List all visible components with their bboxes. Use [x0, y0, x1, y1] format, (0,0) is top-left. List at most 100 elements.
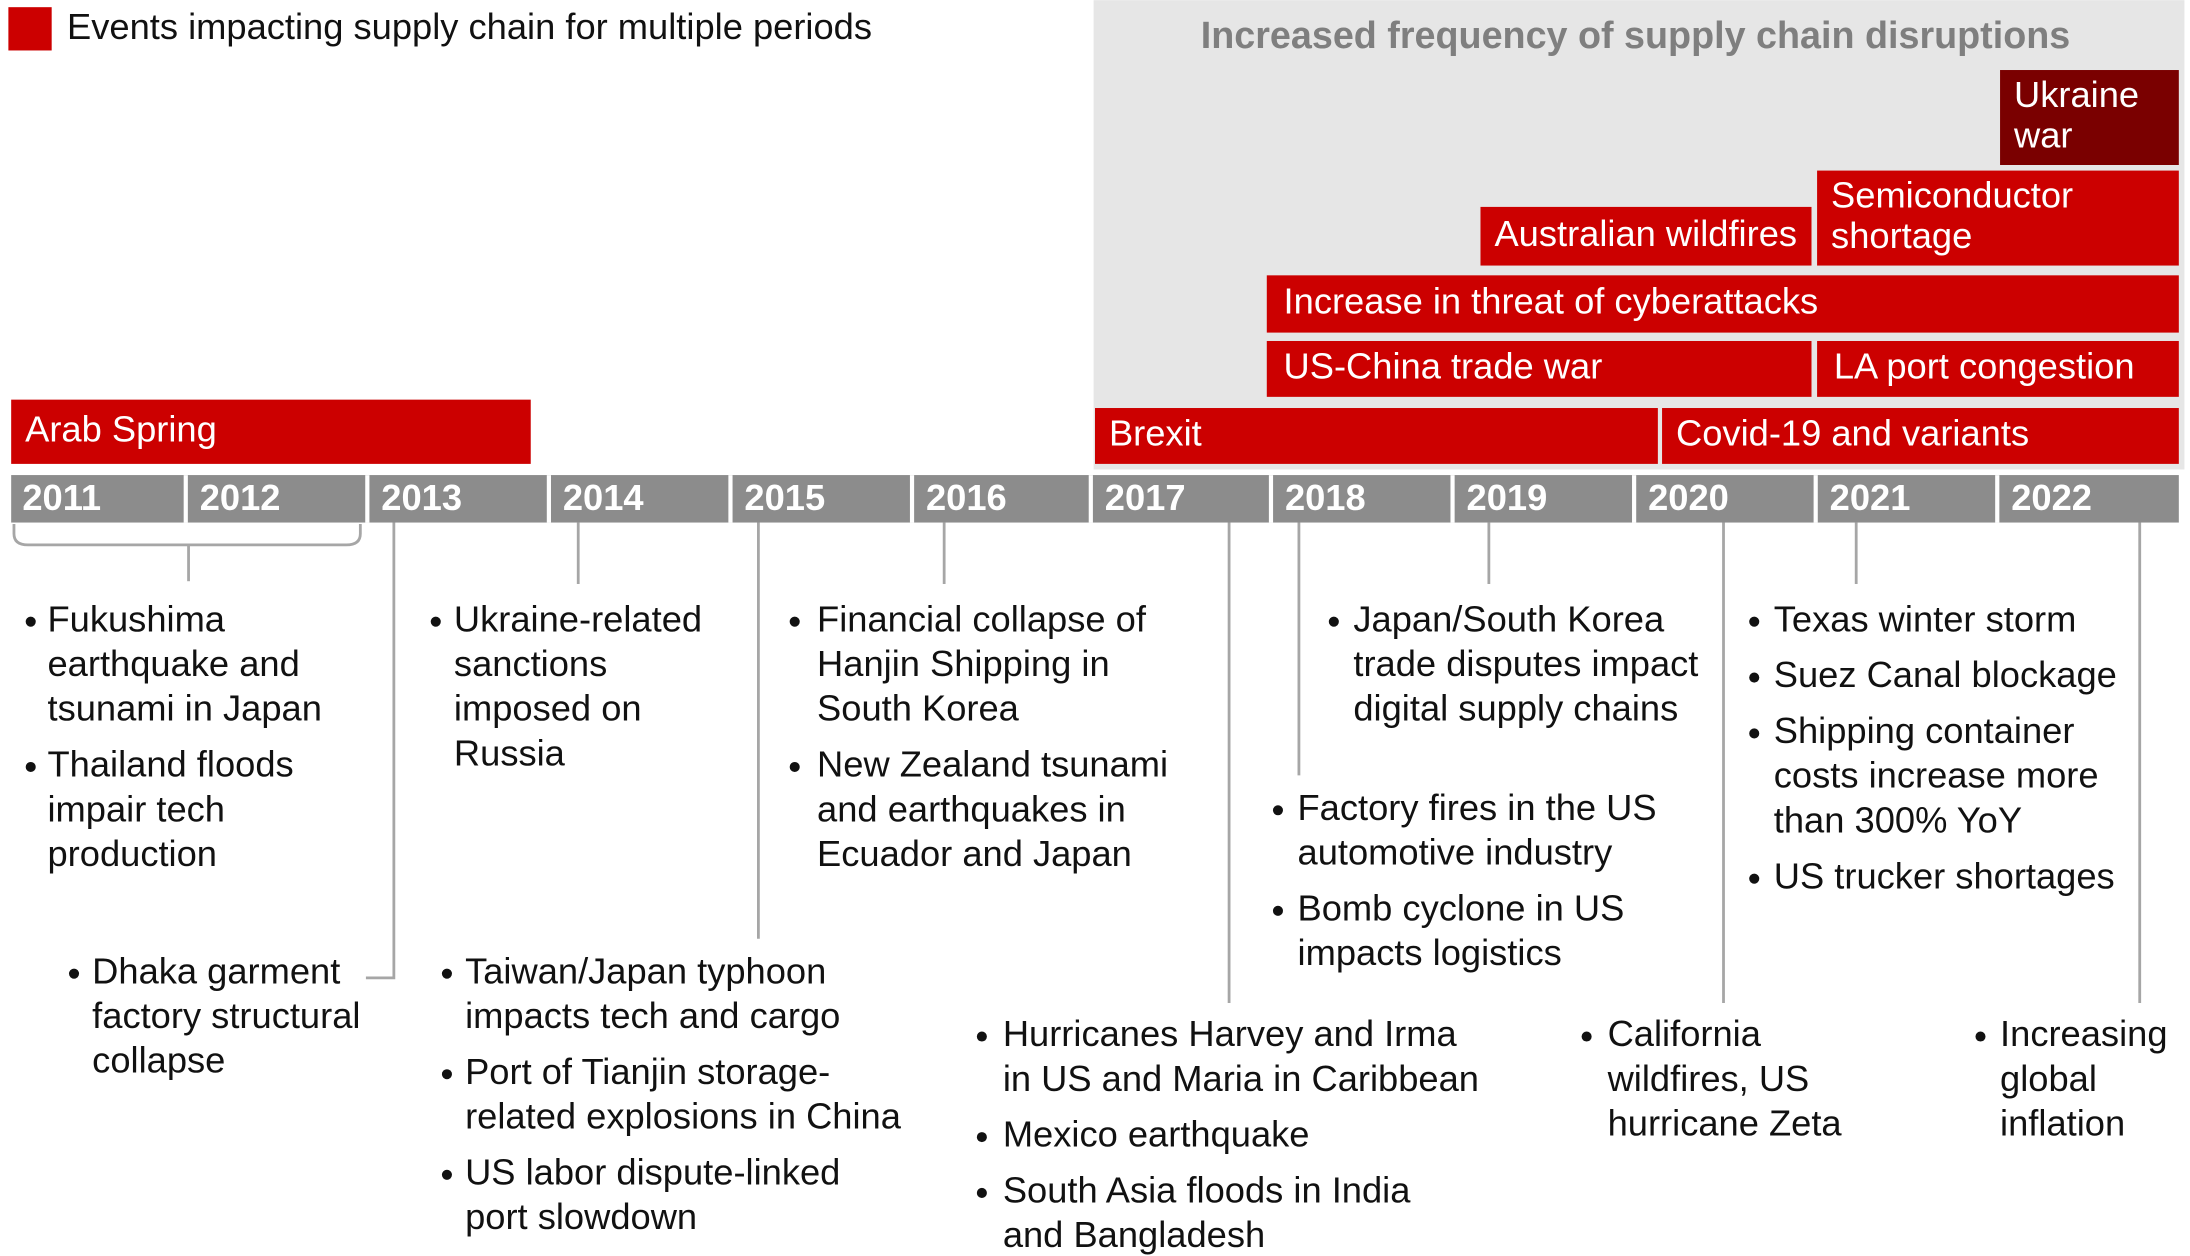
event-text: Financial collapse of [817, 598, 1147, 639]
year-label: 2017 [1105, 477, 1186, 518]
bar-label: Arab Spring [25, 408, 217, 449]
event-text: Shipping container [1774, 710, 2075, 751]
year-label: 2016 [926, 477, 1007, 518]
event-text: Port of Tianjin storage- [465, 1051, 830, 1092]
event-text: related explosions in China [465, 1096, 902, 1137]
banner-title: Increased frequency of supply chain disr… [1201, 14, 2070, 56]
event-text: port slowdown [465, 1196, 697, 1237]
bullet [441, 1169, 452, 1180]
bullet [976, 1031, 987, 1042]
bullet [1581, 1031, 1592, 1042]
bar-label: Australian wildfires [1494, 213, 1797, 254]
bullet [976, 1132, 987, 1143]
bullet [976, 1187, 987, 1198]
bullet [1749, 672, 1760, 683]
event-text: hurricane Zeta [1608, 1103, 1843, 1144]
event-text: Fukushima [47, 598, 225, 639]
event-text: automotive industry [1298, 832, 1614, 873]
event-text: in US and Maria in Caribbean [1003, 1058, 1479, 1099]
event-text: digital supply chains [1353, 688, 1678, 729]
event-text: impacts logistics [1298, 932, 1562, 973]
event-text: and earthquakes in [817, 788, 1126, 829]
connector [365, 522, 396, 980]
year-label: 2011 [22, 477, 101, 518]
event-text: costs increase more [1774, 755, 2099, 796]
event-text: Bomb cyclone in US [1298, 887, 1625, 928]
event-text: Russia [454, 732, 566, 773]
bullet [1272, 905, 1283, 916]
event-text: earthquake and [47, 643, 299, 684]
bullet [430, 616, 441, 627]
event-bar [1480, 206, 1812, 266]
bullet [441, 1069, 452, 1080]
bullet [1749, 873, 1760, 884]
bullet [789, 761, 800, 772]
bar-label: Covid-19 and variants [1676, 413, 2029, 454]
event-text: sanctions [454, 643, 607, 684]
event-text: Hanjin Shipping in [817, 643, 1110, 684]
event-text: production [47, 833, 217, 874]
event-text: Dhaka garment [92, 950, 340, 991]
event-text: Thailand floods [47, 744, 293, 785]
legend-label: Events impacting supply chain for multip… [67, 6, 872, 47]
bullet [1749, 616, 1760, 627]
event-text: Ukraine-related [454, 598, 702, 639]
event-text: Mexico earthquake [1003, 1114, 1310, 1155]
year-label: 2020 [1648, 477, 1729, 518]
year-label: 2014 [563, 477, 644, 518]
bar-label: LA port congestion [1834, 346, 2135, 387]
event-text: California [1608, 1013, 1762, 1054]
event-text: Suez Canal blockage [1774, 654, 2117, 695]
year-label: 2013 [381, 477, 462, 518]
bullet [789, 616, 800, 627]
event-bar [1095, 408, 1658, 464]
bullet [25, 761, 36, 772]
bullet [68, 968, 80, 979]
event-bar [2000, 70, 2179, 165]
year-label: 2015 [744, 477, 825, 518]
bullet [1749, 728, 1760, 739]
year-label: 2021 [1830, 477, 1911, 518]
event-text: Ecuador and Japan [817, 833, 1132, 874]
year-label: 2019 [1467, 477, 1548, 518]
event-text: Increasing [2000, 1013, 2167, 1054]
event-text: Texas winter storm [1774, 598, 2077, 639]
event-text: New Zealand tsunami [817, 744, 1168, 785]
event-text: South Asia floods in India [1003, 1170, 1411, 1211]
event-text: US labor dispute-linked [465, 1151, 840, 1192]
bracket [12, 523, 362, 547]
event-bar [11, 399, 531, 464]
bullet [25, 616, 36, 627]
event-bar [1817, 170, 2179, 266]
event-text: tsunami in Japan [47, 688, 321, 729]
event-text: collapse [92, 1040, 225, 1081]
event-text: global [2000, 1058, 2097, 1099]
event-text: impair tech [47, 788, 225, 829]
bullet [1328, 616, 1339, 627]
event-text: US trucker shortages [1774, 855, 2115, 896]
bar-label: Semiconductor [1831, 174, 2073, 215]
event-text: Japan/South Korea [1353, 598, 1665, 639]
bullet [1975, 1031, 1986, 1042]
year-label: 2012 [200, 477, 281, 518]
event-bar [1662, 408, 2179, 464]
bullet [441, 968, 452, 979]
bar-label: war [2013, 114, 2073, 155]
event-text: Factory fires in the US [1298, 787, 1657, 828]
year-label: 2022 [2011, 477, 2092, 518]
bar-label: shortage [1831, 215, 1972, 256]
event-text: trade disputes impact [1353, 643, 1698, 684]
event-text: Taiwan/Japan typhoon [465, 950, 826, 991]
bar-label: Brexit [1109, 413, 1202, 454]
legend-swatch [8, 7, 52, 51]
event-text: inflation [2000, 1103, 2125, 1144]
bullet [1272, 805, 1283, 816]
event-bar [1817, 340, 2179, 397]
bar-label: Ukraine [2014, 74, 2139, 115]
event-bar [1266, 340, 1812, 397]
bar-label: US-China trade war [1284, 346, 1603, 387]
bar-label: Increase in threat of cyberattacks [1284, 281, 1819, 322]
event-text: South Korea [817, 688, 1020, 729]
